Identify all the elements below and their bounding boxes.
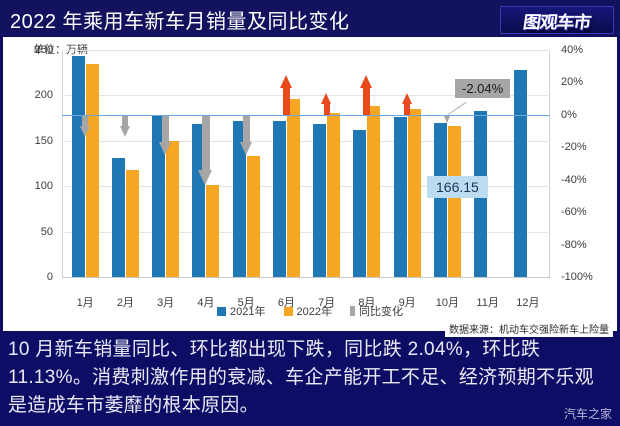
chart-legend: 2021年 2022年 同比变化 xyxy=(3,303,617,319)
x-axis-label-5月: 5月 xyxy=(237,297,255,309)
bar-2021年-8月 xyxy=(353,129,367,277)
bar-2022年-4月 xyxy=(206,185,220,277)
legend-item-2022年[interactable]: 2022年 xyxy=(283,303,332,319)
bar-2022年-3月 xyxy=(166,140,180,277)
title-bar: 2022 年乘用车新车月销量及同比变化 图观车市 xyxy=(0,0,620,36)
bar-2021年-1月 xyxy=(71,56,85,277)
bar-2021年-12月 xyxy=(514,69,528,277)
y-axis-right-tick: -20% xyxy=(561,141,587,154)
x-axis-label-3月: 3月 xyxy=(157,297,175,309)
chart-panel: 单位：万辆 0 50 100 150 200 250 40% 20% 0% -20% -40% -6… xyxy=(3,37,617,337)
y-axis-right-tick: 40% xyxy=(561,44,584,56)
trend-arrow-down-3月 xyxy=(159,114,172,155)
plot-area xyxy=(65,50,548,277)
y-axis-left-line xyxy=(62,50,63,278)
source-note: 数据来源：机动车交强险新车上险量 xyxy=(445,320,613,337)
commentary-text: 10 月新车销量同比、环比都出现下跌，同比跌 2.04%，环比跌 11.13%。… xyxy=(8,339,594,416)
bar-2021年-2月 xyxy=(111,158,125,277)
value-callout: 166.15 xyxy=(427,176,488,198)
unit-label: 单位：万辆 xyxy=(33,44,88,56)
bar-2022年-1月 xyxy=(85,63,99,277)
trend-arrow-down-5月 xyxy=(239,114,253,155)
x-axis-label-4月: 4月 xyxy=(197,297,215,309)
y-axis-right-tick: -100% xyxy=(561,271,593,283)
y-axis-right-tick: -80% xyxy=(561,238,587,251)
x-axis-label-10月: 10月 xyxy=(435,297,459,309)
grid-line xyxy=(65,186,548,188)
y-axis-left: 0 50 100 150 200 250 xyxy=(3,44,59,283)
bar-2022年-5月 xyxy=(246,156,260,277)
watermark: 汽车之家 xyxy=(563,407,612,421)
page-title: 2022 年乘用车新车月销量及同比变化 xyxy=(10,11,350,33)
trend-arrow-down-4月 xyxy=(198,114,213,185)
grid-line xyxy=(65,140,548,142)
legend-item-同比变化[interactable]: 同比变化 xyxy=(349,303,403,319)
y-axis-left-tick: 100 xyxy=(34,180,53,193)
logo-text: 图观车市 xyxy=(521,12,592,33)
x-axis-label-12月: 12月 xyxy=(516,297,540,309)
legend-label: 2022年 xyxy=(296,306,332,318)
x-axis-label-2月: 2月 xyxy=(116,297,134,309)
legend-label: 同比变化 xyxy=(358,306,403,318)
x-axis-line xyxy=(62,277,550,278)
pct-change-callout: -2.04% xyxy=(455,79,511,98)
trend-arrow-down-1月 xyxy=(79,114,91,137)
legend-swatch-icon xyxy=(217,306,227,316)
bar-2021年-6月 xyxy=(272,120,286,277)
legend-label: 2021年 xyxy=(230,306,266,318)
y-axis-left-tick: 0 xyxy=(46,271,53,283)
trend-arrow-up-8月 xyxy=(360,74,373,115)
y-axis-right-tick: 20% xyxy=(561,76,584,89)
zero-percent-line xyxy=(62,115,550,116)
bar-2021年-10月 xyxy=(433,122,447,277)
bar-2022年-2月 xyxy=(125,169,139,277)
x-axis-label-9月: 9月 xyxy=(398,297,416,309)
y-axis-left-tick: 200 xyxy=(34,89,53,102)
bar-2021年-3月 xyxy=(152,116,166,277)
legend-swatch-icon xyxy=(349,306,355,316)
grid-line xyxy=(65,95,548,97)
x-axis-label-11月: 11月 xyxy=(476,297,499,309)
y-axis-right-line xyxy=(549,50,550,278)
bar-2022年-6月 xyxy=(286,99,300,277)
bar-2022年-10月 xyxy=(447,126,461,277)
legend-item-2021年[interactable]: 2021年 xyxy=(217,303,266,319)
y-axis-right: 40% 20% 0% -20% -40% -60% -80% -100% xyxy=(555,44,615,283)
trend-arrow-up-7月 xyxy=(321,92,332,115)
trend-arrow-up-9月 xyxy=(401,92,413,115)
legend-swatch-icon xyxy=(283,306,293,316)
y-axis-right-tick: 0% xyxy=(561,108,577,121)
bar-2022年-7月 xyxy=(327,112,341,277)
bar-2021年-9月 xyxy=(393,117,407,277)
y-axis-left-tick: 50 xyxy=(40,225,53,238)
y-axis-left-tick: 250 xyxy=(34,44,53,56)
grid-line xyxy=(65,231,548,233)
tuguan-cheshi-logo: 图观车市 xyxy=(500,6,614,34)
bar-2022年-9月 xyxy=(407,109,421,277)
y-axis-left-tick: 150 xyxy=(34,134,53,147)
x-axis-label-1月: 1月 xyxy=(76,297,94,309)
x-axis-label-8月: 8月 xyxy=(358,297,376,309)
trend-arrow-down-10月 xyxy=(443,114,451,123)
bar-2021年-5月 xyxy=(232,120,246,277)
x-axis-label-7月: 7月 xyxy=(318,297,336,309)
trend-arrow-up-6月 xyxy=(279,74,293,115)
y-axis-right-tick: -60% xyxy=(561,206,587,219)
y-axis-right-tick: -40% xyxy=(561,173,587,186)
trend-arrow-down-2月 xyxy=(119,114,131,137)
grid-line xyxy=(65,50,548,51)
x-axis-label-6月: 6月 xyxy=(277,297,295,309)
bar-2022年-8月 xyxy=(367,106,381,277)
bar-2021年-7月 xyxy=(313,124,327,277)
